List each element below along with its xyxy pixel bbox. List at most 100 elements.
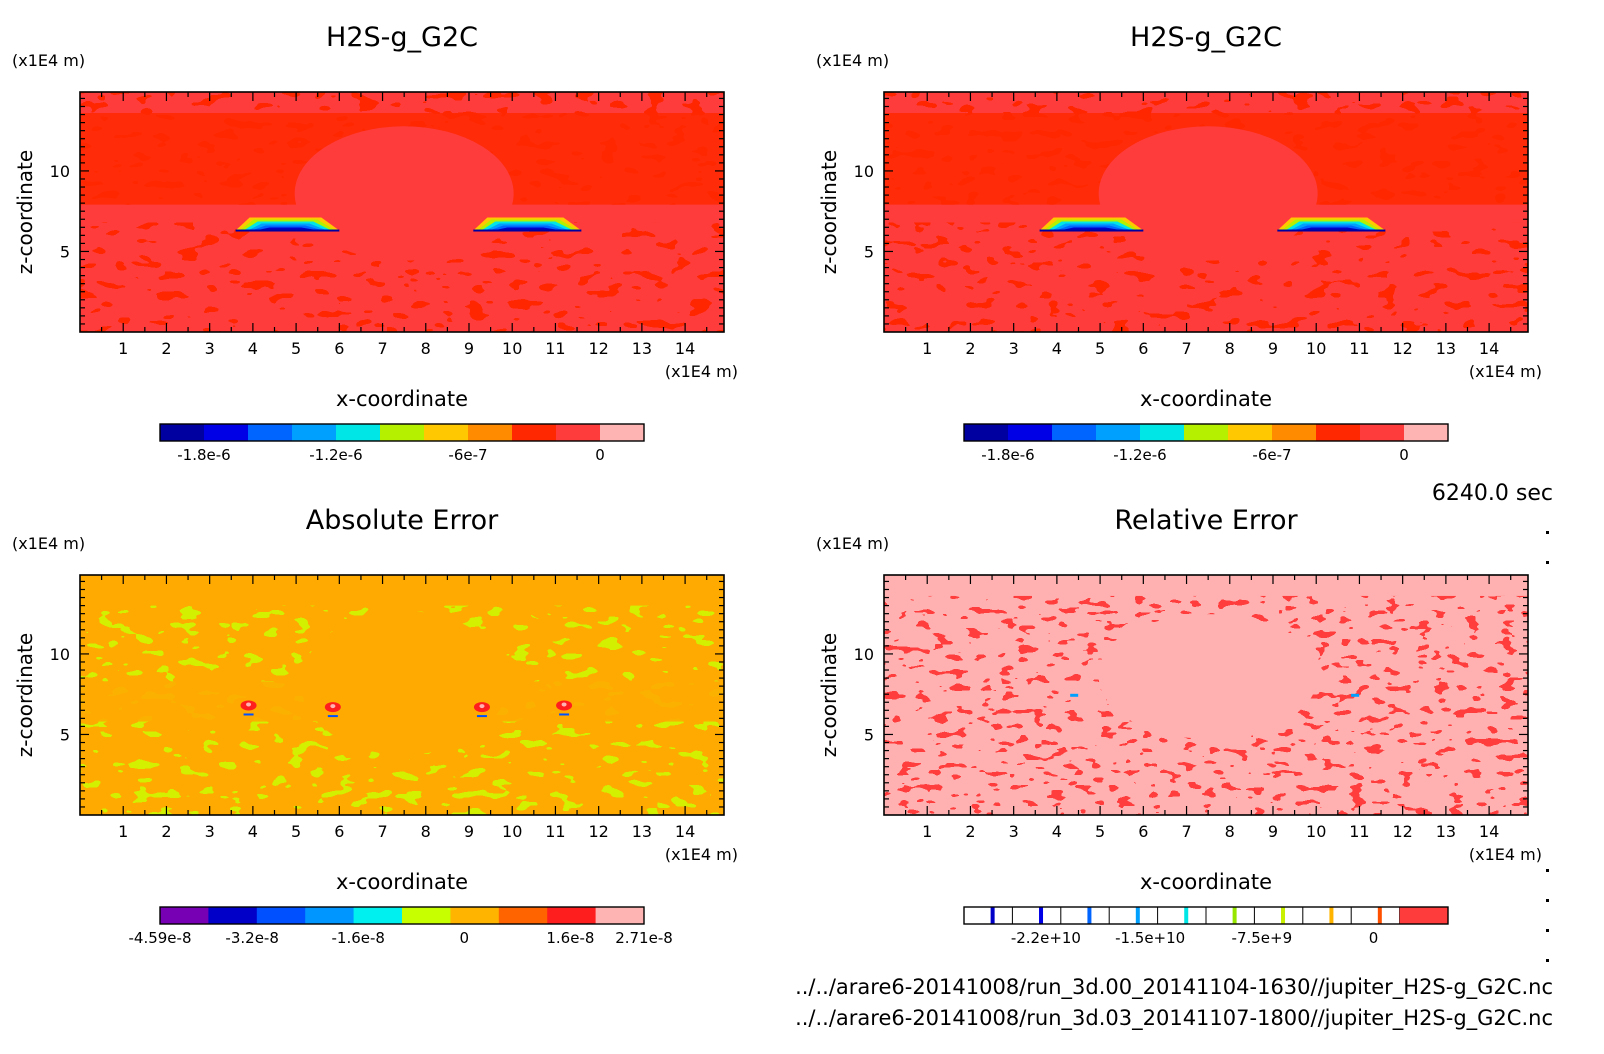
- chart-title: H2S-g_G2C: [326, 22, 478, 53]
- colorbar-segment: [353, 907, 403, 924]
- x-unit-label: (x1E4 m): [665, 362, 738, 381]
- x-tick-label: 4: [248, 339, 258, 358]
- edge-dot: [1546, 531, 1549, 534]
- x-tick-label: 7: [377, 339, 387, 358]
- x-unit-label: (x1E4 m): [665, 845, 738, 864]
- x-tick-label: 12: [588, 339, 608, 358]
- x-tick-label: 2: [965, 822, 975, 841]
- x-axis-label: x-coordinate: [1140, 870, 1272, 894]
- colorbar-segment: [160, 907, 209, 924]
- colorbar-segment: [1140, 424, 1185, 441]
- x-tick-label: 4: [248, 822, 258, 841]
- y-tick-label: 5: [60, 725, 70, 744]
- x-tick-label: 7: [1181, 339, 1191, 358]
- colorbar-tick-label: 0: [595, 446, 605, 464]
- x-tick-label: 1: [118, 822, 128, 841]
- colorbar-line: [1135, 907, 1140, 924]
- error-spot-low: [476, 715, 487, 718]
- x-tick-label: 7: [377, 822, 387, 841]
- edge-dot: [1546, 561, 1549, 564]
- colorbar-segment: [547, 907, 597, 924]
- central-plume: [1098, 126, 1318, 261]
- colorbar-segment: [336, 424, 381, 441]
- colorbar-line: [1377, 907, 1382, 924]
- axis-ticks: [80, 575, 724, 815]
- y-tick-label: 5: [60, 242, 70, 261]
- colorbar-segment: [424, 424, 469, 441]
- x-tick-label: 11: [545, 339, 565, 358]
- heatmap-field: [80, 92, 724, 332]
- chart-title: Relative Error: [1114, 505, 1298, 536]
- edge-dot: [1546, 929, 1549, 932]
- colorbar-line: [1281, 907, 1286, 924]
- central-plume: [301, 610, 508, 755]
- colorbar-line: [1184, 907, 1189, 924]
- x-tick-label: 14: [1479, 339, 1499, 358]
- colorbar-tick-label: -1.6e-8: [332, 929, 385, 947]
- error-spot-peak: [479, 704, 485, 709]
- x-tick-label: 13: [632, 339, 652, 358]
- x-tick-label: 11: [545, 822, 565, 841]
- colorbar-frame: [159, 423, 645, 442]
- error-spot-1: [240, 700, 257, 716]
- axis-ticks: [884, 92, 1528, 332]
- error-mark-2: [1351, 693, 1360, 697]
- x-tick-label: 9: [464, 339, 474, 358]
- heatmap-field: [884, 575, 1528, 815]
- x-tick-label: 7: [1181, 822, 1191, 841]
- colorbar-line: [990, 907, 995, 924]
- colorbar-tick-label: -7.5e+9: [1232, 929, 1293, 947]
- x-axis-label: x-coordinate: [336, 870, 468, 894]
- colorbar-segment: [248, 424, 293, 441]
- error-spot-peak: [246, 702, 252, 707]
- error-spot-low: [559, 713, 570, 716]
- error-spot-peak: [561, 702, 567, 707]
- x-tick-label: 13: [1436, 822, 1456, 841]
- colorbar-segment: [468, 424, 513, 441]
- chart-title: H2S-g_G2C: [1130, 22, 1282, 53]
- colorbar-segment: [512, 424, 557, 441]
- time-label: 6240.0 sec: [1432, 481, 1553, 506]
- colorbar-tick-label: -3.2e-8: [225, 929, 278, 947]
- colorbar-segment: [450, 907, 500, 924]
- x-tick-label: 12: [588, 822, 608, 841]
- colorbar-tick-label: -2.2e+10: [1011, 929, 1081, 947]
- colorbar-tick-label: 1.6e-8: [546, 929, 594, 947]
- chart-title: Absolute Error: [306, 505, 499, 536]
- error-spot-4: [556, 700, 573, 716]
- y-tick-label: 10: [854, 645, 874, 664]
- y-axis-label: z-coordinate: [13, 633, 37, 757]
- x-tick-label: 4: [1052, 339, 1062, 358]
- colorbar-segment: [1272, 424, 1317, 441]
- y-unit-label: (x1E4 m): [816, 51, 889, 70]
- x-tick-label: 2: [161, 339, 171, 358]
- edge-dot: [1546, 899, 1549, 902]
- colorbar-segment: [595, 907, 645, 924]
- file-path-1: ../../arare6-20141008/run_3d.00_20141104…: [795, 975, 1553, 1000]
- axis-ticks: [80, 92, 724, 332]
- x-tick-label: 8: [421, 339, 431, 358]
- colorbar-line: [1087, 907, 1092, 924]
- x-tick-label: 9: [1268, 822, 1278, 841]
- x-tick-label: 2: [161, 822, 171, 841]
- colorbar-segment: [1008, 424, 1053, 441]
- x-tick-label: 11: [1349, 339, 1369, 358]
- x-tick-label: 2: [965, 339, 975, 358]
- x-tick-label: 1: [118, 339, 128, 358]
- plot-frame: [883, 91, 1529, 333]
- colorbar-segment: [1096, 424, 1141, 441]
- x-tick-label: 4: [1052, 822, 1062, 841]
- x-tick-label: 6: [1138, 822, 1148, 841]
- colorbar-segment: [208, 907, 258, 924]
- cloud-layer-base: [1277, 229, 1386, 232]
- colorbar: -1.8e-6 -1.2e-6 -6e-7 0: [159, 423, 645, 464]
- x-tick-label: 5: [1095, 339, 1105, 358]
- y-axis-label: z-coordinate: [817, 150, 841, 274]
- x-tick-label: 10: [1306, 822, 1326, 841]
- x-tick-label: 5: [291, 339, 301, 358]
- top-band: [80, 575, 724, 606]
- axis-ticks: [884, 575, 1528, 815]
- colorbar-tick-label: 0: [1399, 446, 1409, 464]
- x-tick-label: 10: [502, 339, 522, 358]
